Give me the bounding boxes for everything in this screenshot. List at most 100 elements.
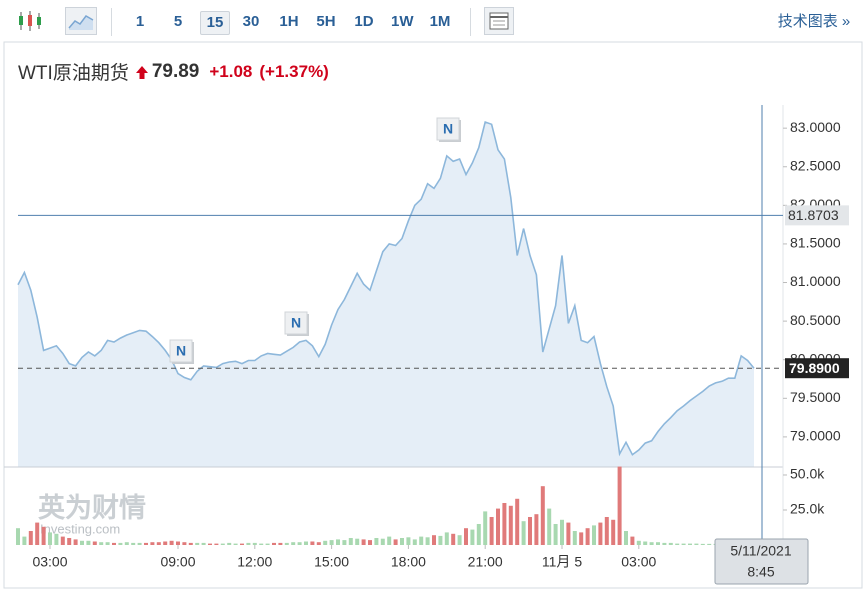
volume-bar [579, 532, 584, 545]
volume-tick-label: 25.0k [790, 501, 825, 517]
volume-bar [572, 530, 577, 545]
volume-bar [393, 539, 398, 545]
tech-chart-link[interactable]: 技术图表 » [777, 13, 851, 30]
volume-bar [540, 486, 545, 545]
interval-button[interactable]: 1W [391, 13, 414, 30]
volume-bar [150, 542, 155, 545]
volume-bar [380, 538, 385, 545]
volume-bar [387, 536, 392, 545]
volume-bar [48, 532, 52, 545]
interval-button[interactable]: 1D [354, 13, 374, 30]
volume-bar [41, 526, 46, 545]
volume-bar [233, 543, 238, 545]
volume-bar [528, 516, 532, 545]
quote-header: WTI原油期货 79.89 +1.08 (+1.37%) [18, 58, 329, 85]
volume-bar [227, 542, 232, 545]
watermark-brand: 英为财情 [38, 493, 146, 523]
volume-bar [86, 540, 91, 545]
volume-bar [240, 543, 244, 545]
volume-bar [438, 535, 443, 545]
volume-bar [643, 541, 648, 545]
volume-bar [681, 543, 686, 545]
volume-bar [700, 543, 705, 545]
volume-bar [611, 519, 616, 545]
y-tick-label: 81.5000 [790, 235, 841, 251]
volume-bar [220, 543, 225, 545]
y-tick-label: 80.5000 [790, 312, 841, 328]
volume-bar [688, 543, 692, 545]
x-tick-label: 12:00 [237, 554, 272, 570]
separator [111, 8, 112, 36]
news-marker-label: N [443, 121, 453, 137]
volume-bar [553, 523, 558, 545]
news-marker-label: N [176, 343, 186, 359]
crosshair-date-box [714, 538, 809, 585]
volume-bar [425, 537, 430, 545]
volume-bar [80, 540, 84, 545]
volume-bar [304, 541, 308, 545]
volume-bar [259, 543, 264, 545]
volume-bar [668, 542, 673, 545]
last-price-box [785, 358, 849, 379]
volume-bar [464, 528, 468, 545]
interval-button[interactable]: 1M [429, 13, 451, 30]
volume-bar [489, 516, 494, 545]
price: 79.89 [151, 60, 200, 82]
volume-bar [451, 533, 456, 545]
volume-bar [278, 542, 283, 545]
crosshair-value-label: 81.8703 [788, 207, 839, 223]
volume-bar [636, 540, 641, 545]
volume-tick-label: 50.0k [790, 466, 825, 482]
x-tick-label: 21:00 [468, 554, 503, 570]
volume-bar [534, 514, 539, 545]
volume-bar [137, 542, 142, 545]
volume-bar [28, 530, 33, 545]
watermark-site: Investing.com [40, 521, 120, 536]
interval-button[interactable]: 30 [242, 13, 260, 30]
up-arrow [135, 65, 148, 79]
volume-bar [201, 542, 206, 545]
y-tick-label: 79.5000 [790, 389, 841, 405]
volume-bar [675, 543, 680, 545]
y-tick-label: 81.0000 [790, 273, 841, 289]
volume-bar [54, 533, 59, 545]
news-marker [436, 117, 460, 141]
interval-button[interactable]: 5 [173, 13, 183, 30]
volume-bar [105, 542, 110, 545]
volume-bar [284, 542, 289, 545]
instrument-name: WTI原油期货 [18, 63, 129, 84]
volume-bar [656, 542, 660, 545]
volume-bar [329, 540, 334, 545]
volume-bar [592, 525, 596, 545]
x-tick-label: 11月 5 [542, 554, 582, 570]
volume-bar [604, 516, 609, 545]
volume-bar [368, 540, 372, 545]
volume-bar [496, 508, 500, 545]
volume-bar [291, 542, 296, 545]
interval-button[interactable]: 15 [200, 11, 230, 35]
volume-bar [112, 542, 116, 545]
news-marker-label: N [291, 315, 301, 331]
volume-bar [444, 532, 449, 545]
interval-button[interactable]: 1 [135, 13, 145, 30]
volume-bar [662, 542, 667, 545]
news-marker [169, 339, 193, 363]
volume-bar [144, 542, 148, 545]
volume-bar [457, 535, 462, 545]
price-line [17, 120, 755, 457]
interval-button[interactable]: 5H [316, 13, 336, 30]
volume-bar [272, 542, 276, 545]
area-icon[interactable] [65, 7, 97, 35]
volume-bar [99, 542, 104, 545]
candle-icon[interactable] [16, 9, 46, 33]
interval-button[interactable]: 1H [279, 13, 299, 30]
y-tick-label: 82.5000 [790, 157, 841, 173]
change: +1.08 [209, 61, 253, 81]
volume-bar [310, 541, 315, 545]
volume-bar [67, 537, 72, 545]
volume-bar [60, 536, 65, 545]
table-icon[interactable] [484, 7, 514, 35]
y-tick-label: 83.0000 [790, 119, 841, 135]
volume-bar [566, 522, 571, 545]
volume-bar [188, 542, 193, 545]
